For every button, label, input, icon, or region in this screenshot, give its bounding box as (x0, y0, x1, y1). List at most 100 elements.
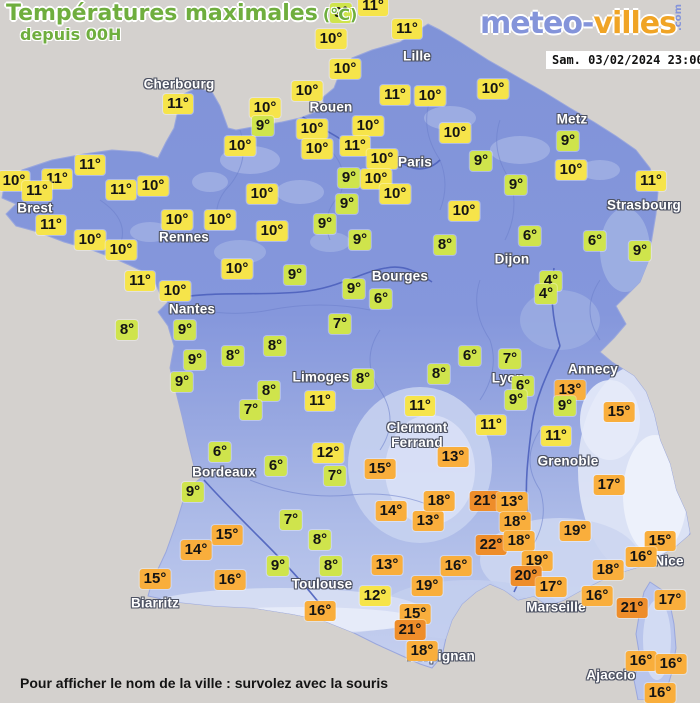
temp-badge[interactable]: 16° (581, 586, 613, 606)
temp-badge[interactable]: 13° (554, 380, 586, 400)
temp-badge[interactable]: 10° (221, 259, 253, 279)
temp-badge[interactable]: 21° (616, 598, 648, 618)
temp-badge[interactable]: 9° (170, 372, 194, 392)
temp-badge[interactable]: 16° (625, 547, 657, 567)
temp-badge[interactable]: 10° (414, 86, 446, 106)
temp-badge[interactable]: 6° (458, 346, 482, 366)
temp-badge[interactable]: 10° (555, 160, 587, 180)
temp-badge[interactable]: 10° (379, 184, 411, 204)
temp-badge[interactable]: 16° (440, 556, 472, 576)
temp-badge[interactable]: 9° (283, 265, 307, 285)
temp-badge[interactable]: 22° (475, 535, 507, 555)
temp-badge[interactable]: 9° (173, 320, 197, 340)
temp-badge[interactable]: 4° (534, 284, 558, 304)
temp-badge[interactable]: 8° (433, 235, 457, 255)
temp-badge[interactable]: 17° (535, 577, 567, 597)
temp-badge[interactable]: 16° (644, 683, 676, 703)
temp-badge[interactable]: 11° (541, 426, 571, 446)
temp-badge[interactable]: 9° (181, 482, 205, 502)
temp-badge[interactable]: 10° (366, 149, 398, 169)
temp-badge[interactable]: 18° (423, 491, 455, 511)
temp-badge[interactable]: 10° (137, 176, 169, 196)
temp-badge[interactable]: 10° (224, 136, 256, 156)
temp-badge[interactable]: 15° (211, 525, 243, 545)
temp-badge[interactable]: 9° (266, 556, 290, 576)
temp-badge[interactable]: 11° (125, 271, 155, 291)
temp-badge[interactable]: 8° (308, 530, 332, 550)
temp-badge[interactable]: 9° (313, 214, 337, 234)
temp-badge[interactable]: 8° (257, 381, 281, 401)
temp-badge[interactable]: 6° (264, 456, 288, 476)
temp-badge[interactable]: 11° (22, 181, 52, 201)
temp-badge[interactable]: 10° (448, 201, 480, 221)
temp-badge[interactable]: 8° (221, 346, 245, 366)
temp-badge[interactable]: 9° (329, 3, 353, 23)
temp-badge[interactable]: 10° (329, 59, 361, 79)
temp-badge[interactable]: 17° (593, 475, 625, 495)
temp-badge[interactable]: 11° (476, 415, 506, 435)
temp-badge[interactable]: 15° (364, 459, 396, 479)
meteo-villes-logo[interactable]: meteo-villes (480, 6, 677, 41)
temp-badge[interactable]: 8° (115, 320, 139, 340)
temp-badge[interactable]: 6° (518, 226, 542, 246)
temp-badge[interactable]: 9° (342, 279, 366, 299)
temp-badge[interactable]: 14° (375, 501, 407, 521)
temp-badge[interactable]: 17° (654, 590, 686, 610)
temp-badge[interactable]: 10° (204, 210, 236, 230)
temp-badge[interactable]: 9° (469, 151, 493, 171)
temp-badge[interactable]: 10° (159, 281, 191, 301)
temp-badge[interactable]: 12° (359, 586, 391, 606)
temp-badge[interactable]: 6° (583, 231, 607, 251)
temp-badge[interactable]: 21° (394, 620, 426, 640)
temp-badge[interactable]: 11° (636, 171, 666, 191)
temp-badge[interactable]: 18° (406, 641, 438, 661)
temp-badge[interactable]: 10° (439, 123, 471, 143)
temp-badge[interactable]: 10° (74, 230, 106, 250)
temp-badge[interactable]: 8° (351, 369, 375, 389)
temp-badge[interactable]: 18° (503, 531, 535, 551)
temp-badge[interactable]: 9° (337, 168, 361, 188)
temp-badge[interactable]: 19° (559, 521, 591, 541)
temp-badge[interactable]: 9° (556, 131, 580, 151)
temp-badge[interactable]: 11° (380, 85, 410, 105)
temp-badge[interactable]: 11° (405, 396, 435, 416)
temp-badge[interactable]: 9° (183, 350, 207, 370)
temp-badge[interactable]: 16° (304, 601, 336, 621)
temp-badge[interactable]: 7° (328, 314, 352, 334)
temp-badge[interactable]: 8° (319, 556, 343, 576)
temp-badge[interactable]: 11° (75, 155, 105, 175)
temp-badge[interactable]: 10° (0, 171, 30, 191)
temp-badge[interactable]: 7° (323, 466, 347, 486)
temp-badge[interactable]: 15° (603, 402, 635, 422)
temp-badge[interactable]: 6° (369, 289, 393, 309)
temp-badge[interactable]: 16° (625, 651, 657, 671)
temp-badge[interactable]: 19° (411, 576, 443, 596)
temp-badge[interactable]: 20° (510, 566, 542, 586)
temp-badge[interactable]: 13° (437, 447, 469, 467)
temp-badge[interactable]: 10° (249, 98, 281, 118)
temp-badge[interactable]: 11° (392, 19, 422, 39)
temp-badge[interactable]: 7° (498, 349, 522, 369)
temp-badge[interactable]: 10° (256, 221, 288, 241)
temp-badge[interactable]: 7° (239, 400, 263, 420)
temp-badge[interactable]: 13° (412, 511, 444, 531)
temp-badge[interactable]: 9° (348, 230, 372, 250)
temp-badge[interactable]: 18° (592, 560, 624, 580)
temp-badge[interactable]: 11° (163, 94, 193, 114)
temp-badge[interactable]: 16° (214, 570, 246, 590)
temp-badge[interactable]: 9° (504, 390, 528, 410)
temp-badge[interactable]: 13° (496, 492, 528, 512)
temp-badge[interactable]: 14° (180, 540, 212, 560)
temp-badge[interactable]: 11° (106, 180, 136, 200)
temp-badge[interactable]: 11° (358, 0, 388, 16)
temp-badge[interactable]: 7° (279, 510, 303, 530)
temp-badge[interactable]: 16° (655, 654, 687, 674)
temp-badge[interactable]: 11° (305, 391, 335, 411)
temp-badge[interactable]: 10° (291, 81, 323, 101)
temp-badge[interactable]: 10° (161, 210, 193, 230)
temp-badge[interactable]: 9° (553, 396, 577, 416)
temp-badge[interactable]: 13° (371, 555, 403, 575)
temp-badge[interactable]: 21° (469, 491, 501, 511)
temp-badge[interactable]: 15° (139, 569, 171, 589)
temp-badge[interactable]: 15° (399, 604, 431, 624)
